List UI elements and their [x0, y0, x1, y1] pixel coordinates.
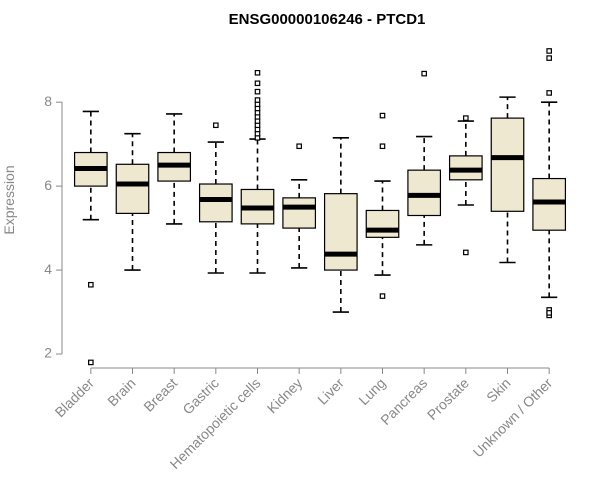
box-group: [532, 48, 567, 319]
outlier-point: [254, 97, 261, 103]
box: [282, 197, 317, 229]
box-group: [323, 137, 358, 313]
outlier-point: [463, 115, 469, 121]
x-tick-label: Skin: [483, 375, 514, 406]
box-group: [448, 115, 483, 256]
outlier-point: [546, 310, 552, 316]
box-group: [490, 96, 525, 264]
outlier-point: [213, 122, 219, 129]
box-series: [73, 48, 567, 366]
box: [323, 193, 358, 271]
box-group: [407, 70, 442, 246]
box-group: [282, 143, 317, 269]
box-group: [198, 122, 233, 274]
y-tick-label: 4: [44, 261, 52, 277]
outlier-point: [88, 359, 94, 366]
outlier-point: [254, 80, 261, 87]
outlier-point: [379, 112, 386, 119]
outlier-point: [546, 55, 552, 61]
x-tick-label: Kidney: [264, 375, 306, 417]
outlier-point: [546, 90, 552, 96]
y-tick-label: 2: [44, 345, 52, 361]
box: [490, 117, 525, 212]
outlier-point: [254, 69, 261, 76]
outlier-point: [296, 143, 302, 150]
x-tick-label: Liver: [314, 375, 347, 408]
box-group: [73, 110, 108, 366]
outlier-point: [421, 70, 427, 77]
x-tick-label: Brain: [104, 375, 138, 409]
y-axis-label: Expression: [1, 165, 17, 234]
x-tick-label: Lung: [355, 375, 388, 408]
box: [407, 169, 442, 217]
x-tick-label: Prostate: [424, 375, 472, 423]
box-group: [157, 113, 192, 225]
outlier-point: [546, 48, 552, 54]
box-group: [115, 132, 150, 271]
x-tick-label: Unknown / Other: [470, 375, 556, 461]
outlier-point: [379, 143, 386, 150]
box: [198, 183, 233, 223]
outlier-point: [254, 88, 261, 95]
outlier-point: [463, 249, 469, 256]
box-group: [365, 112, 400, 299]
y-tick-label: 8: [44, 93, 52, 109]
x-tick-label: Breast: [140, 375, 180, 415]
x-tick-label: Bladder: [52, 375, 98, 421]
box-group: [240, 69, 275, 274]
box: [365, 209, 400, 238]
chart-title: ENSG00000106246 - PTCD1: [229, 11, 426, 28]
outlier-point: [88, 281, 94, 288]
y-axis: 2 4 6 8: [44, 93, 63, 361]
box: [115, 163, 150, 214]
outlier-point: [379, 293, 386, 299]
y-tick-label: 6: [44, 177, 52, 193]
